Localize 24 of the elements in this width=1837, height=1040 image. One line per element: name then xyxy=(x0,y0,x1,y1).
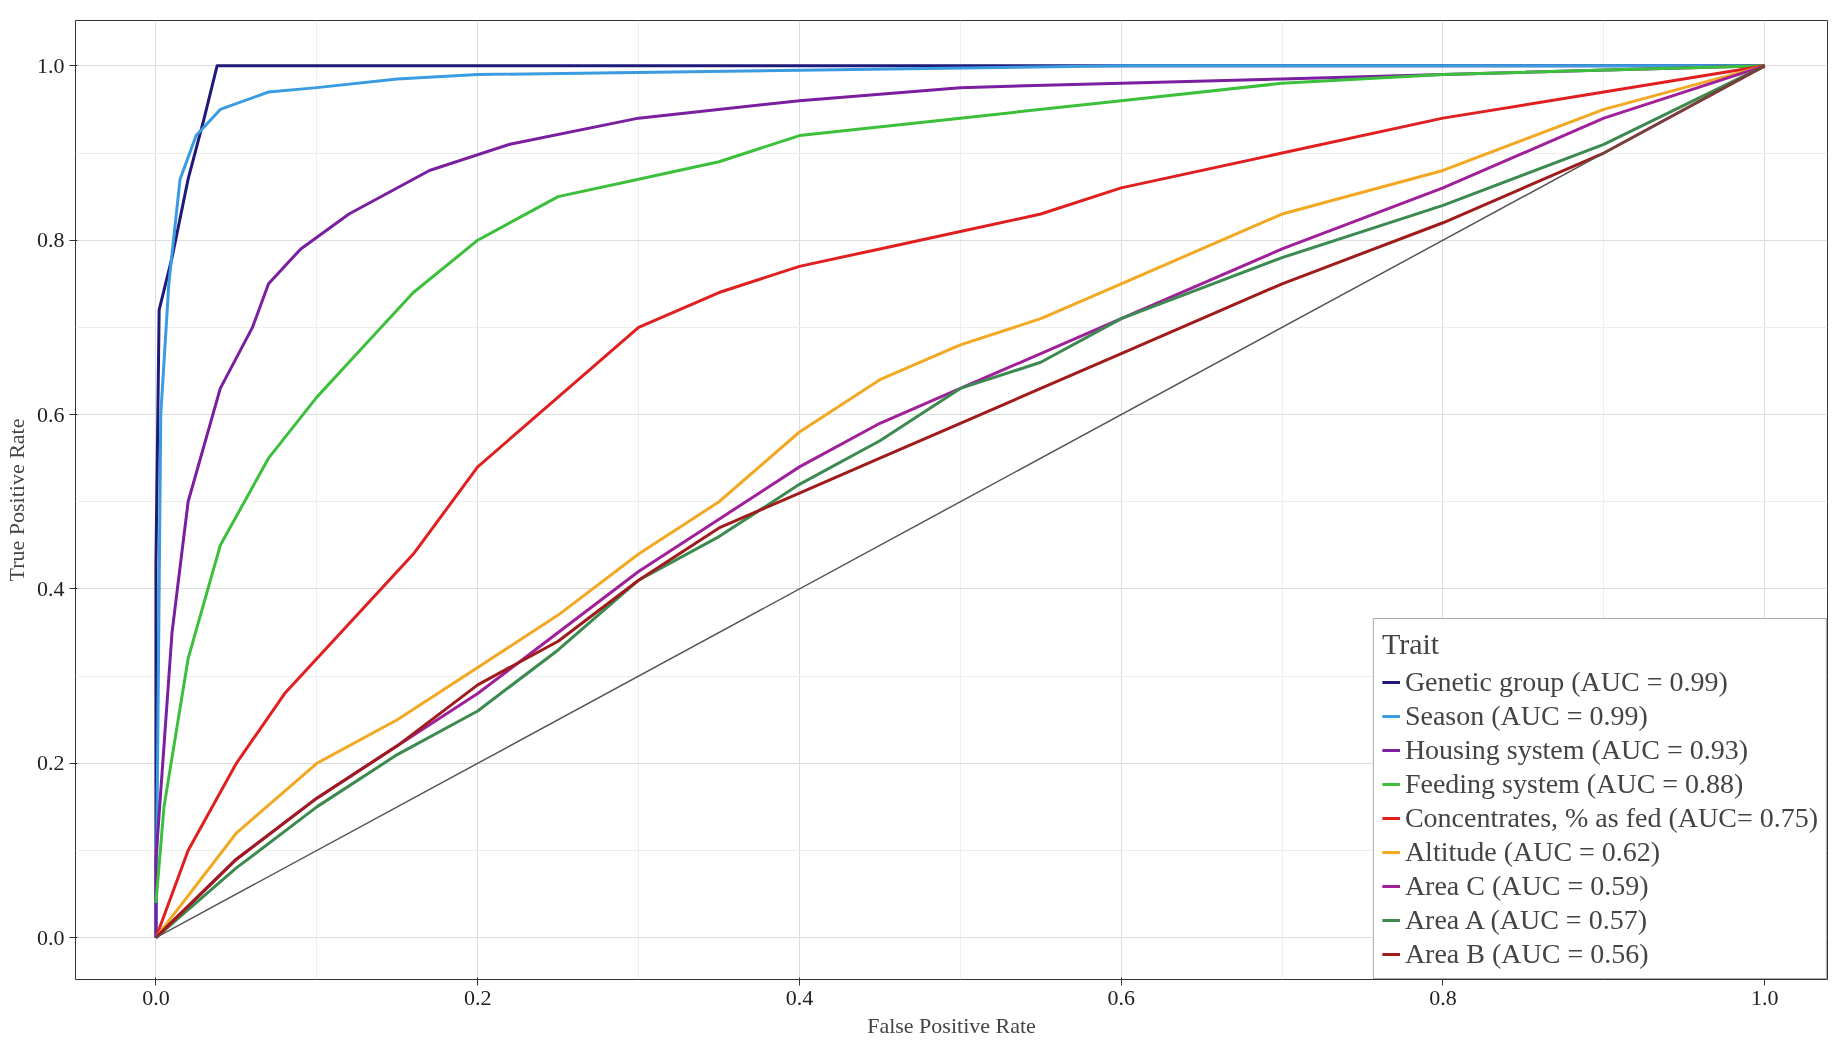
x-axis-title: False Positive Rate xyxy=(867,1012,1036,1038)
x-tick-label: 1.0 xyxy=(1751,984,1779,1010)
legend-label: Housing system (AUC = 0.93) xyxy=(1404,734,1749,766)
legend-label: Genetic group (AUC = 0.99) xyxy=(1404,666,1728,698)
y-tick-label: 0.8 xyxy=(37,227,65,253)
y-axis-title: True Positive Rate xyxy=(4,418,29,582)
legend-label: Altitude (AUC = 0.62) xyxy=(1404,836,1661,868)
legend-title: Trait xyxy=(1381,627,1441,661)
x-tick-label: 0.2 xyxy=(463,984,492,1010)
x-tick-label: 0.6 xyxy=(1107,984,1135,1010)
legend-label: Area A (AUC = 0.57) xyxy=(1404,904,1647,936)
y-tick-label: 0.6 xyxy=(37,401,65,427)
y-tick-label: 1.0 xyxy=(37,52,65,78)
legend-label: Concentrates, % as fed (AUC= 0.75) xyxy=(1404,802,1818,834)
y-tick-label: 0.4 xyxy=(37,575,65,601)
x-tick-label: 0.0 xyxy=(142,984,170,1010)
y-tick-label: 0.0 xyxy=(37,924,65,950)
y-tick-label: 0.2 xyxy=(37,750,65,776)
x-tick-label: 0.8 xyxy=(1429,984,1457,1010)
legend-label: Area C (AUC = 0.59) xyxy=(1404,870,1649,902)
legend-label: Area B (AUC = 0.56) xyxy=(1404,938,1649,970)
legend-label: Season (AUC = 0.99) xyxy=(1404,700,1648,732)
legend-label: Feeding system (AUC = 0.88) xyxy=(1404,768,1744,800)
x-tick-label: 0.4 xyxy=(785,984,814,1010)
